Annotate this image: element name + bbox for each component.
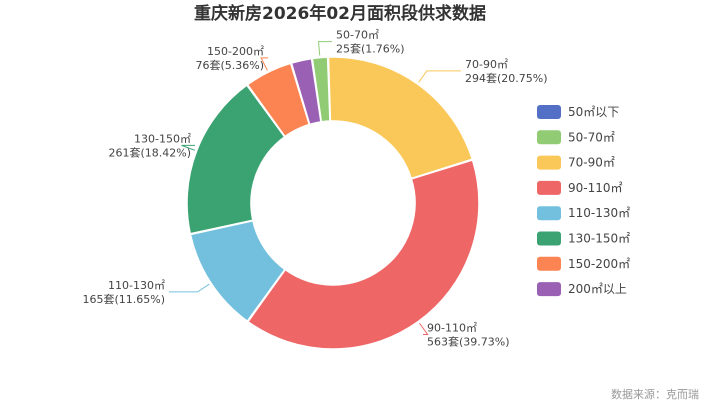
- slice-2: [327, 56, 474, 180]
- slice-3: [246, 159, 480, 350]
- leader-line-5: [181, 144, 195, 151]
- legend-swatch-2: [537, 155, 561, 170]
- legend-label-4: 110-130㎡: [568, 206, 630, 220]
- slice-label-area-3: 90-110㎡: [427, 321, 477, 334]
- slice-label-value-2: 294套(20.75%): [465, 72, 548, 85]
- legend-label-2: 70-90㎡: [568, 156, 615, 170]
- slice-label-value-3: 563套(39.73%): [427, 335, 510, 348]
- legend-label-5: 130-150㎡: [568, 232, 630, 246]
- slice-label-value-6: 76套(5.36%): [195, 59, 264, 72]
- chart-title: 重庆新房2026年02月面积段供求数据: [194, 3, 486, 24]
- legend-label-6: 150-200㎡: [568, 257, 630, 271]
- leader-line-4: [169, 283, 210, 293]
- slice-label-area-2: 70-90㎡: [465, 58, 508, 71]
- legend-label-7: 200㎡以上: [568, 282, 627, 296]
- legend-swatch-0: [537, 105, 561, 119]
- leader-line-6: [260, 57, 268, 71]
- legend: 50㎡以下 50-70㎡ 70-90㎡ 90-110㎡ 110-130㎡ 130-150㎡…: [537, 105, 630, 297]
- leader-line-3: [419, 322, 429, 335]
- slice-7: [290, 57, 322, 126]
- legend-label-1: 50-70㎡: [568, 130, 615, 144]
- legend-swatch-5: [537, 231, 561, 246]
- slice-4: [189, 219, 286, 323]
- legend-swatch-6: [537, 256, 561, 271]
- slice-label-value-4: 165套(11.65%): [82, 293, 165, 306]
- slice-label-value-5: 261套(18.42%): [108, 146, 191, 159]
- donut-slices: [186, 56, 480, 350]
- slice-label-area-6: 150-200㎡: [207, 45, 264, 58]
- slice-5: [186, 84, 286, 235]
- legend-swatch-7: [537, 282, 561, 297]
- legend-label-3: 90-110㎡: [568, 181, 623, 195]
- leader-line-1: [317, 41, 332, 56]
- source-note: 数据来源：克而瑞: [611, 387, 699, 401]
- legend-label-0: 50㎡以下: [568, 105, 619, 119]
- slice-label-area-1: 50-70㎡: [336, 29, 379, 42]
- slice-label-value-1: 25套(1.76%): [336, 43, 405, 56]
- slice-label-area-4: 110-130㎡: [108, 279, 165, 292]
- legend-swatch-4: [537, 206, 561, 221]
- legend-swatch-3: [537, 180, 561, 195]
- leader-line-2: [418, 70, 461, 83]
- legend-swatch-1: [537, 130, 561, 145]
- slice-label-area-5: 130-150㎡: [134, 132, 191, 145]
